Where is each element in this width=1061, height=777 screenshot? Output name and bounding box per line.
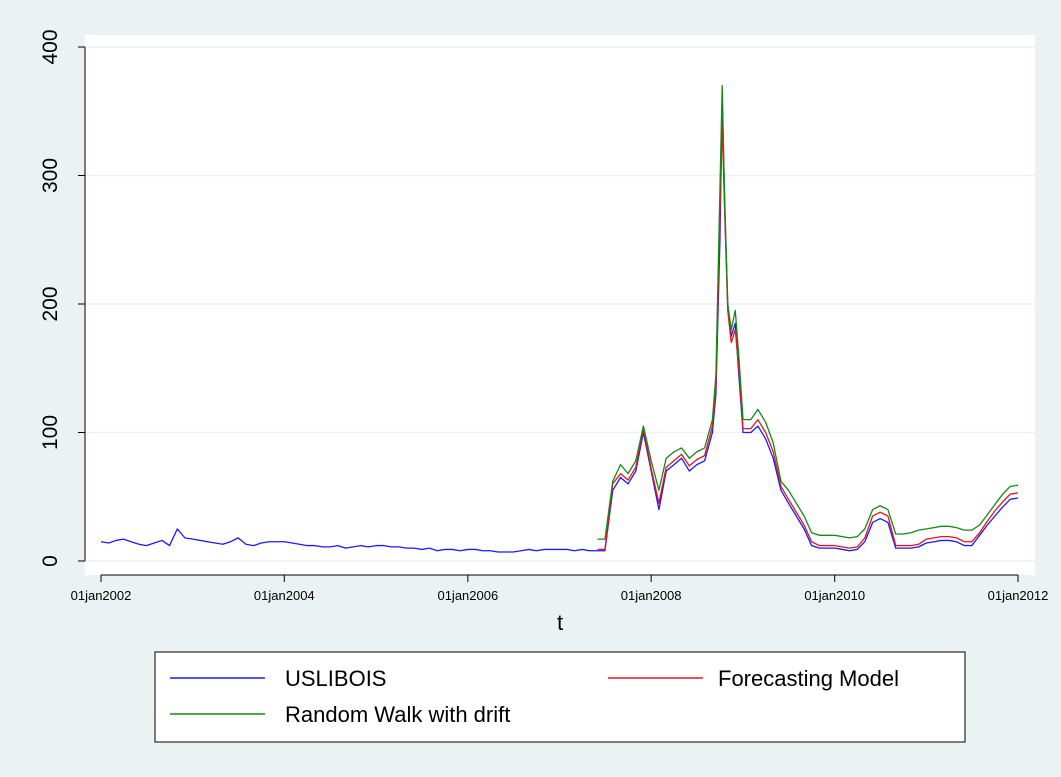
x-axis-title: t (557, 610, 563, 635)
y-tick-label: 100 (39, 415, 62, 450)
series-line (597, 84, 1019, 540)
y-tick-label: 200 (39, 286, 62, 321)
plot-region (85, 35, 1035, 575)
legend-label: USLIBOIS (285, 666, 386, 691)
series-line (597, 123, 1019, 551)
legend-label: Random Walk with drift (285, 702, 510, 727)
x-tick-label: 01jan2002 (71, 588, 132, 603)
y-tick-label: 300 (39, 158, 62, 193)
x-tick-label: 01jan2008 (621, 588, 682, 603)
series-line (100, 97, 1019, 553)
x-tick-label: 01jan2010 (804, 588, 865, 603)
legend-label: Forecasting Model (718, 666, 899, 691)
x-tick-label: 01jan2006 (437, 588, 498, 603)
y-tick-label: 0 (39, 555, 62, 567)
x-tick-label: 01jan2012 (988, 588, 1049, 603)
y-tick-label: 400 (39, 29, 62, 64)
legend (154, 651, 966, 743)
x-tick-label: 01jan2004 (254, 588, 315, 603)
